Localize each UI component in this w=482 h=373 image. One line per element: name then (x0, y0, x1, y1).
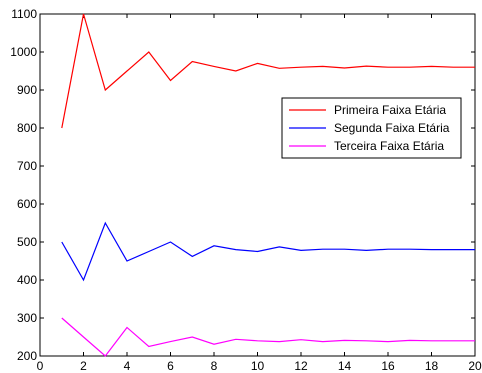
x-tick-label: 20 (468, 359, 482, 373)
x-tick-label: 2 (80, 359, 87, 373)
x-tick-label: 12 (294, 359, 308, 373)
x-tick-label: 6 (167, 359, 174, 373)
y-tick-label: 700 (17, 159, 37, 173)
series-line-2 (61, 221, 475, 282)
x-tick-label: 8 (211, 359, 218, 373)
y-tick-label: 500 (17, 235, 37, 249)
series-lines (61, 13, 475, 357)
axis-ticks: 0 2 4 6 8 10 12 14 16 18 20 200 300 400 500 600 700 800 90… (10, 7, 482, 373)
series-line-1 (61, 13, 475, 129)
x-tick-label: 0 (37, 359, 44, 373)
series-line-3 (61, 317, 475, 357)
x-tick-label: 18 (425, 359, 439, 373)
legend: Primeira Faixa Etária Segunda Faixa Etári… (281, 97, 462, 159)
plot-area (39, 13, 476, 357)
y-tick-label: 600 (17, 197, 37, 211)
y-tick-label: 200 (17, 349, 37, 363)
y-tick-label: 400 (17, 273, 37, 287)
legend-label-3: Terceira Faixa Etária (334, 139, 444, 153)
y-tick-label: 900 (17, 83, 37, 97)
legend-items: Primeira Faixa Etária Segunda Faixa Etári… (289, 103, 450, 153)
legend-label-2: Segunda Faixa Etária (334, 121, 450, 135)
y-tick-label: 800 (17, 121, 37, 135)
x-tick-label: 16 (381, 359, 395, 373)
x-tick-label: 14 (338, 359, 352, 373)
x-tick-label: 4 (124, 359, 131, 373)
x-tick-label: 10 (251, 359, 265, 373)
legend-label-1: Primeira Faixa Etária (334, 103, 446, 117)
y-tick-label: 1000 (10, 45, 37, 59)
y-tick-label: 300 (17, 311, 37, 325)
y-tick-label: 1100 (11, 7, 37, 21)
